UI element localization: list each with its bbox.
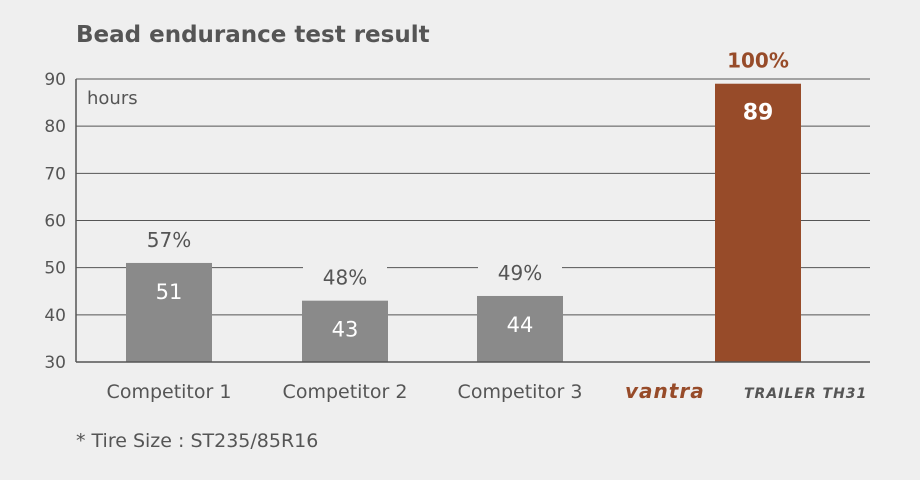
bar — [126, 262, 212, 362]
x-category-label: Competitor 2 — [283, 381, 408, 403]
x-category-label: TRAILER TH31 — [744, 386, 867, 402]
percent-label-bg — [303, 264, 387, 291]
chart-title: Bead endurance test result — [76, 22, 430, 48]
y-tick-label: 30 — [44, 353, 66, 373]
footnote: * Tire Size : ST235/85R16 — [76, 430, 319, 452]
y-tick-label: 70 — [44, 164, 66, 184]
y-tick-label: 60 — [44, 212, 66, 232]
x-category-label: Competitor 1 — [107, 381, 232, 403]
bar-value-label: 89 — [743, 101, 774, 126]
y-tick-label: 90 — [44, 70, 66, 90]
bar-percent-label: 48% — [323, 266, 367, 290]
bar-percent-label: 100% — [727, 49, 789, 73]
unit-label: hours — [87, 88, 138, 109]
y-tick-label: 40 — [44, 306, 66, 326]
x-category-label: Competitor 3 — [458, 381, 583, 403]
bar — [715, 83, 801, 362]
bar-value-label: 43 — [332, 318, 359, 342]
bar-value-label: 51 — [156, 280, 183, 304]
bar-percent-label: 57% — [147, 228, 191, 252]
y-tick-label: 50 — [44, 259, 66, 279]
bar-value-label: 44 — [507, 313, 534, 337]
bar — [302, 300, 388, 362]
brand-logo: vantra — [625, 379, 705, 403]
bar — [477, 295, 563, 362]
percent-label-bg — [127, 226, 211, 253]
percent-label-bg — [716, 47, 800, 74]
y-tick-label: 80 — [44, 117, 66, 137]
percent-label-bg — [478, 259, 562, 286]
bar-percent-label: 49% — [498, 261, 542, 285]
